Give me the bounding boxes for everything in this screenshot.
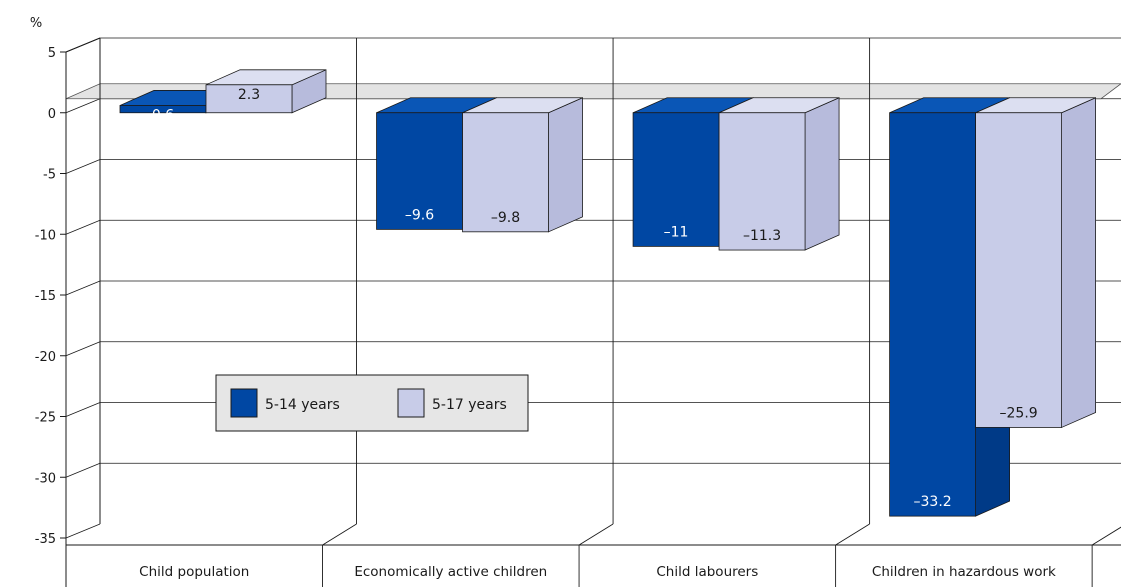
legend-item-5-14: 5-14 years [230,388,340,418]
x-category-label-children-in-hazardous-work: Children in hazardous work [872,564,1056,580]
gridline-depth [65,159,101,174]
bar-value-label: –33.2 [914,494,952,510]
x-category-label-child-population: Child population [139,564,249,580]
bar-front [718,112,806,251]
y-tick-label: -5 [43,168,56,183]
x-category-label-child-labourers: Child labourers [656,564,758,580]
floor-divider [835,523,870,546]
gridline-depth [65,280,101,296]
bar-front [376,112,463,230]
y-tick-label: -10 [35,228,56,243]
gridline-depth [65,523,101,539]
legend-swatch-5-14 [230,388,258,418]
bar-side [548,97,583,233]
y-tick-label: -20 [35,350,56,365]
gridline-depth [65,402,101,417]
y-tick-label: -15 [35,289,56,304]
x-category-label-economically-active-children: Economically active children [354,564,547,580]
bar-value-label: –25.9 [1000,405,1038,421]
y-tick-label: 5 [48,46,56,61]
legend-item-5-17: 5-17 years [397,388,507,418]
y-axis-top [65,37,101,53]
bar-front [462,112,549,233]
bar-5-17-years-child-labourers: –11.3 [718,97,840,251]
bar-5-17-years-children-in-hazardous-work: –25.9 [975,97,1096,429]
bar-5-17-years-child-population: 2.3 [205,69,327,114]
bar-value-label: –11 [664,224,689,240]
gridline-depth [65,219,101,235]
bar-value-label: –11.3 [743,228,781,244]
bar-value-label: –9.8 [491,210,520,226]
y-axis-unit-label: % [30,16,42,31]
bar-front [975,112,1062,428]
bar-front [889,112,976,517]
bar-value-label: 2.3 [238,87,260,103]
gridline-depth [65,341,101,357]
bar-front [205,84,293,114]
legend-label-5-14: 5-14 years [265,397,340,413]
floor-divider [1091,526,1121,546]
zero-plane [65,83,1121,100]
gridline-depth [65,462,101,478]
floor-divider [322,523,357,546]
bar-value-label: –9.6 [405,207,434,223]
legend-label-5-17: 5-17 years [432,397,507,413]
y-tick-label: -25 [35,411,56,426]
gridline-depth [65,98,101,114]
bar-value-label: 0.6 [152,107,174,123]
bar-5-17-years-economically-active-children: –9.8 [462,97,583,233]
legend-swatch-5-17 [397,388,425,418]
y-tick-label: -30 [35,471,56,486]
floor-divider [578,523,614,546]
bar-side [804,97,840,251]
y-tick-label: -35 [35,532,56,547]
bar-side [1061,97,1096,429]
y-tick-label: 0 [48,107,56,122]
legend: 5-14 years 5-17 years [215,374,529,432]
